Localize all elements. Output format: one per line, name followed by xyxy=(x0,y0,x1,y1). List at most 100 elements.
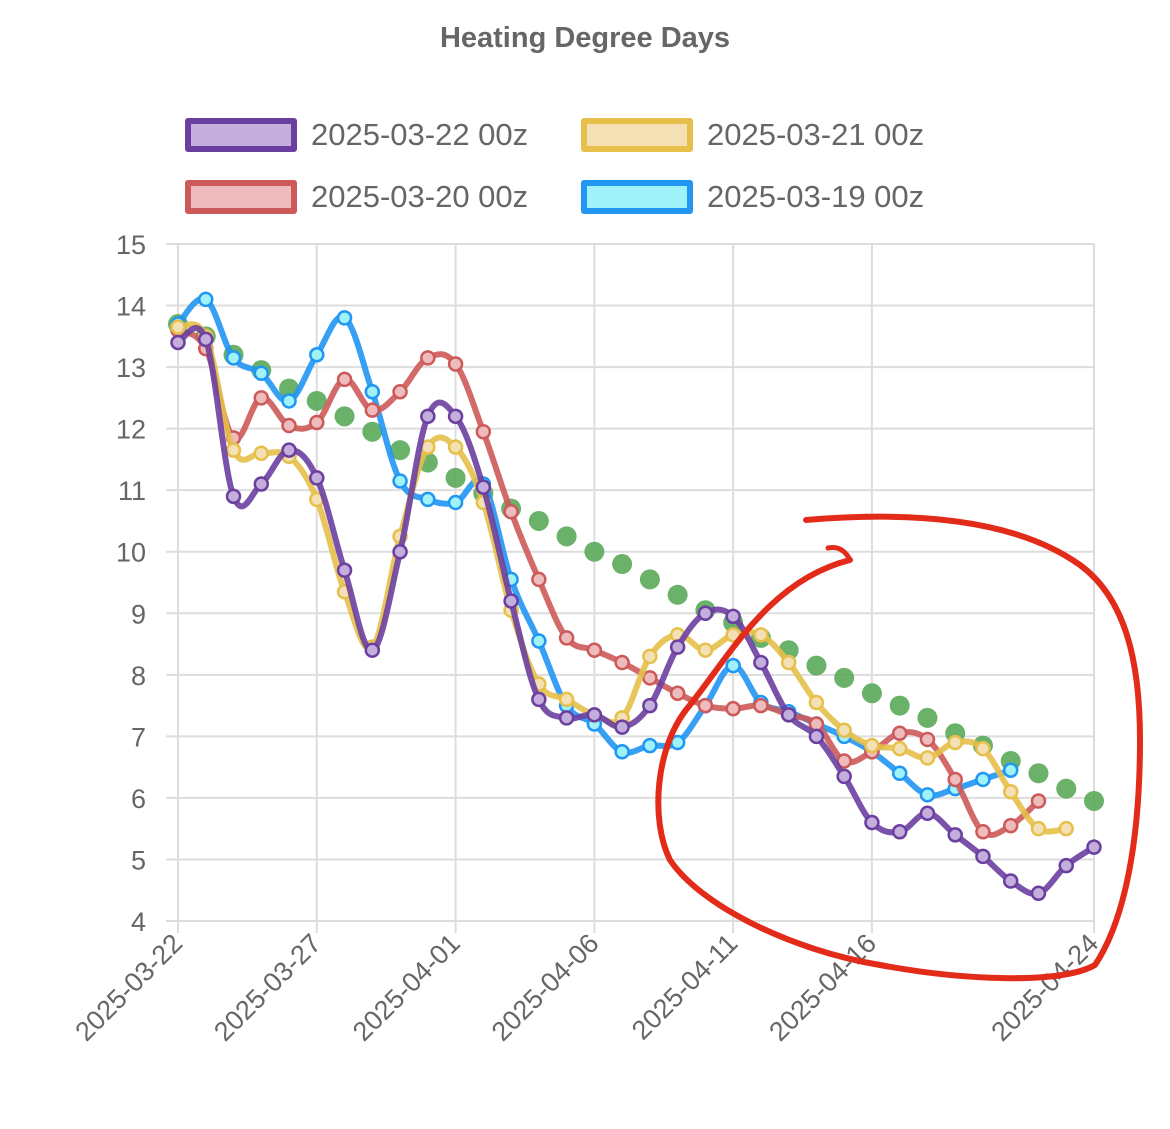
data-point xyxy=(947,734,963,751)
data-point xyxy=(364,383,381,400)
data-point xyxy=(336,371,353,388)
data-point xyxy=(586,707,603,723)
data-point xyxy=(642,737,658,754)
data-point xyxy=(528,510,549,531)
data-point xyxy=(198,331,214,348)
data-point xyxy=(1002,817,1019,834)
data-point xyxy=(614,744,630,760)
data-point xyxy=(947,827,963,843)
y-tick-label: 12 xyxy=(116,415,146,445)
data-point xyxy=(697,642,714,658)
data-point xyxy=(420,491,436,508)
data-point xyxy=(1030,820,1047,837)
data-point xyxy=(584,541,605,562)
data-point xyxy=(1084,790,1104,811)
x-tick-label: 2025-04-16 xyxy=(763,928,882,1047)
x-axis: 2025-03-22 2025-03-27 2025-04-01 2025-04-06… xyxy=(69,928,1104,1047)
data-point xyxy=(753,627,769,643)
data-point xyxy=(556,526,577,547)
data-point xyxy=(336,562,353,578)
x-tick-label: 2025-04-01 xyxy=(347,928,466,1047)
y-tick-label: 13 xyxy=(116,353,146,383)
data-point xyxy=(253,476,270,492)
legend-swatch-series-1 xyxy=(185,118,297,152)
legend-swatch-series-2 xyxy=(581,118,693,152)
data-point xyxy=(864,737,880,754)
data-point xyxy=(558,630,575,646)
x-tick-label: 2025-03-27 xyxy=(208,928,327,1047)
data-point xyxy=(503,503,519,520)
y-tick-label: 8 xyxy=(131,661,146,691)
data-point xyxy=(725,700,741,717)
data-point xyxy=(558,710,575,726)
data-point xyxy=(364,402,381,418)
data-point xyxy=(917,707,938,728)
data-point xyxy=(1058,857,1074,874)
annotation-circle xyxy=(655,513,1143,982)
data-point xyxy=(669,639,686,655)
data-point xyxy=(889,695,910,716)
legend-item-series-3[interactable]: 2025-03-20 00z xyxy=(185,179,528,215)
x-tick-label: 2025-04-06 xyxy=(486,928,605,1047)
data-point xyxy=(1086,839,1102,855)
data-point xyxy=(447,439,464,455)
data-point xyxy=(753,654,769,671)
data-point xyxy=(306,390,327,411)
data-point xyxy=(642,648,658,665)
data-point xyxy=(861,683,882,704)
data-point xyxy=(447,494,464,511)
legend-item-series-4[interactable]: 2025-03-19 00z xyxy=(581,179,924,215)
y-tick-label: 11 xyxy=(118,476,146,506)
data-point xyxy=(364,642,381,658)
legend-label-series-1: 2025-03-22 00z xyxy=(311,117,529,152)
data-point xyxy=(697,697,714,714)
series-1 xyxy=(170,325,1102,902)
data-point xyxy=(558,691,575,708)
data-point xyxy=(531,633,547,649)
data-point xyxy=(642,697,658,714)
data-point xyxy=(947,771,963,788)
legend-label-series-4: 2025-03-19 00z xyxy=(707,179,925,214)
data-point xyxy=(309,347,325,363)
y-tick-label: 15 xyxy=(116,230,146,260)
data-point xyxy=(642,670,658,686)
data-point xyxy=(891,725,908,742)
data-point xyxy=(170,334,186,351)
data-point xyxy=(1002,762,1019,778)
series-line xyxy=(175,327,1042,838)
data-point xyxy=(447,408,464,425)
data-point xyxy=(639,569,660,590)
data-point xyxy=(420,408,436,425)
data-point xyxy=(919,731,936,748)
legend-item-series-1[interactable]: 2025-03-22 00z xyxy=(185,117,528,153)
data-point xyxy=(806,655,827,676)
data-point xyxy=(392,473,408,489)
data-point xyxy=(1002,784,1019,800)
data-point xyxy=(780,654,797,671)
data-point xyxy=(392,543,408,560)
data-point xyxy=(1002,873,1019,889)
data-point xyxy=(975,740,991,757)
legend-item-series-2[interactable]: 2025-03-21 00z xyxy=(581,117,924,153)
x-tick-label: 2025-04-11 xyxy=(626,928,743,1045)
data-point xyxy=(612,554,633,575)
data-point xyxy=(253,365,270,381)
data-point xyxy=(864,814,880,831)
data-point xyxy=(392,383,408,400)
y-tick-label: 5 xyxy=(131,845,146,875)
data-point xyxy=(225,350,242,366)
data-point xyxy=(697,605,714,622)
data-point xyxy=(725,608,741,625)
gridlines xyxy=(166,243,1095,933)
y-axis: 4 5 6 7 8 9 10 11 12 13 14 15 xyxy=(116,230,146,937)
chart-title: Heating Degree Days xyxy=(439,22,731,54)
data-point xyxy=(891,765,908,782)
legend-label-series-2: 2025-03-21 00z xyxy=(707,117,925,152)
series-layer xyxy=(168,291,1104,902)
y-tick-label: 14 xyxy=(116,292,146,322)
data-point xyxy=(725,657,741,674)
y-tick-label: 9 xyxy=(131,599,146,629)
data-point xyxy=(780,707,797,723)
data-point xyxy=(891,824,908,840)
